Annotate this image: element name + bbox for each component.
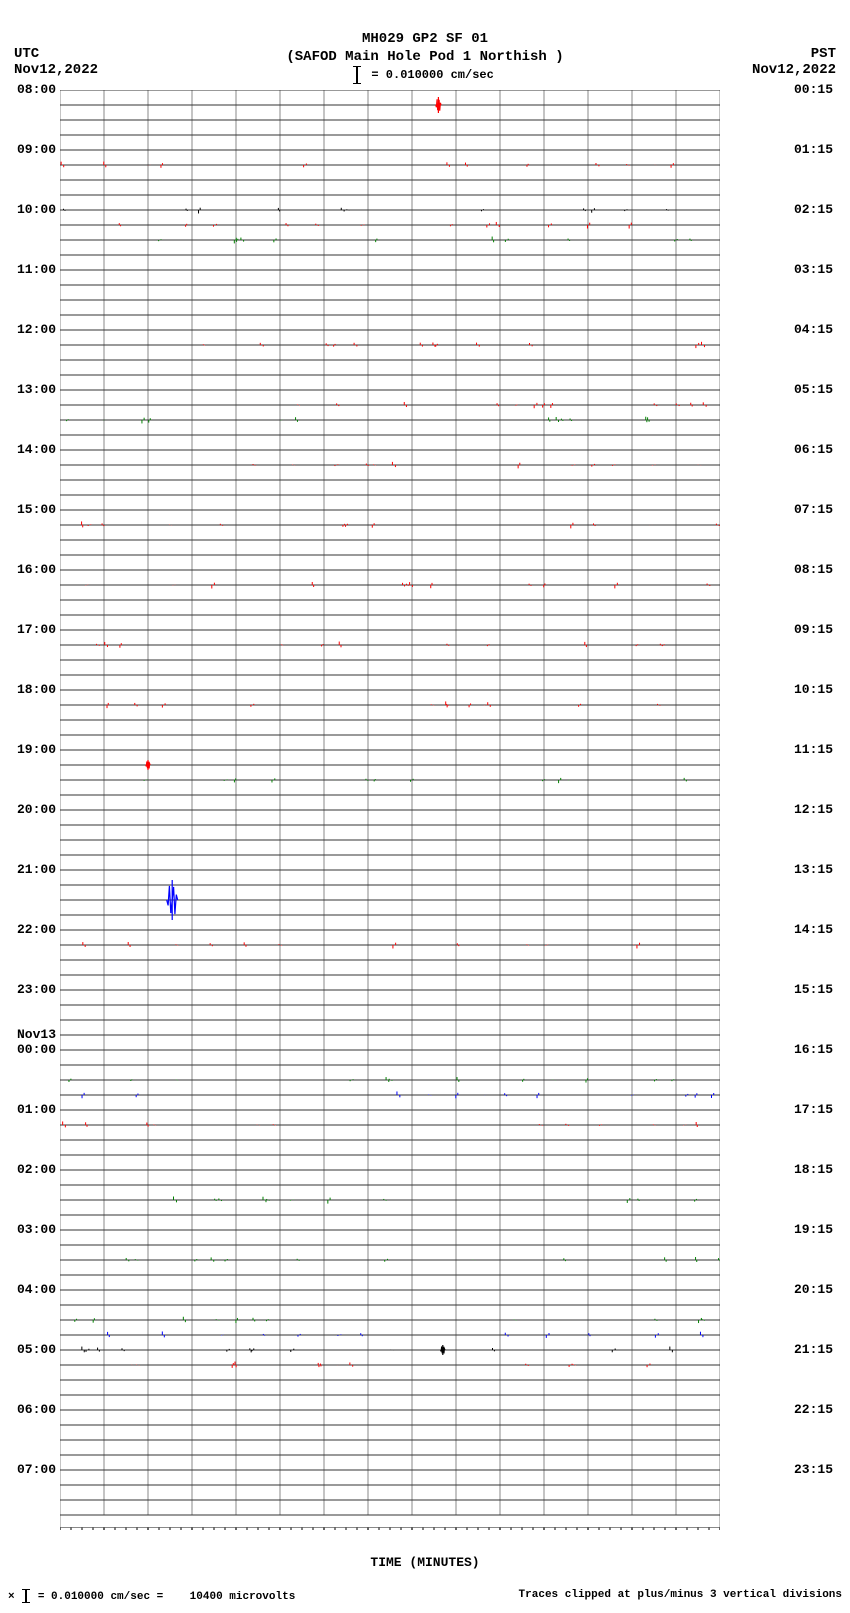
right-hour-label: 21:15 [794,1343,850,1357]
right-hour-label: 11:15 [794,743,850,757]
left-hour-label: 09:00 [0,143,56,157]
left-time-axis: 08:0009:0010:0011:0012:0013:0014:0015:00… [0,90,56,1530]
right-hour-label: 04:15 [794,323,850,337]
left-hour-label: 19:00 [0,743,56,757]
left-hour-label: 00:00 [0,1043,56,1057]
left-hour-label: 17:00 [0,623,56,637]
left-hour-label: 06:00 [0,1403,56,1417]
right-time-axis: 00:1501:1502:1503:1504:1505:1506:1507:15… [788,90,850,1530]
vertical-scale-indicator: = 0.010000 cm/sec [0,66,850,84]
left-hour-label: 11:00 [0,263,56,277]
seismogram-svg: 0123456789101112131415 [60,90,720,1530]
right-hour-label: 23:15 [794,1463,850,1477]
right-hour-label: 07:15 [794,503,850,517]
footer: × = 0.010000 cm/sec = 10400 microvolts T… [8,1589,842,1603]
left-hour-label: 04:00 [0,1283,56,1297]
right-hour-label: 13:15 [794,863,850,877]
right-hour-label: 20:15 [794,1283,850,1297]
right-hour-label: 15:15 [794,983,850,997]
right-hour-label: 00:15 [794,83,850,97]
footer-clip-note: Traces clipped at plus/minus 3 vertical … [519,1589,842,1601]
right-hour-label: 14:15 [794,923,850,937]
left-hour-label: 01:00 [0,1103,56,1117]
right-hour-label: 09:15 [794,623,850,637]
right-hour-label: 08:15 [794,563,850,577]
left-hour-label: 05:00 [0,1343,56,1357]
left-hour-label: 16:00 [0,563,56,577]
left-hour-label: 14:00 [0,443,56,457]
left-hour-label: 12:00 [0,323,56,337]
title-line-1: MH029 GP2 SF 01 [0,30,850,48]
footer-microvolts: 10400 microvolts [190,1591,296,1603]
title-line-2: (SAFOD Main Hole Pod 1 Northish ) [0,48,850,66]
right-hour-label: 01:15 [794,143,850,157]
right-hour-label: 02:15 [794,203,850,217]
right-hour-label: 17:15 [794,1103,850,1117]
left-hour-label: 18:00 [0,683,56,697]
x-axis-title: TIME (MINUTES) [0,1555,850,1570]
scale-bar-icon [356,66,358,84]
right-hour-label: 22:15 [794,1403,850,1417]
left-hour-label: Nov13 [0,1028,56,1042]
left-hour-label: 23:00 [0,983,56,997]
left-hour-label: 08:00 [0,83,56,97]
right-hour-label: 18:15 [794,1163,850,1177]
left-hour-label: 10:00 [0,203,56,217]
right-hour-label: 03:15 [794,263,850,277]
footer-scale-value: = 0.010000 cm/sec = [38,1591,163,1603]
right-hour-label: 05:15 [794,383,850,397]
right-hour-label: 16:15 [794,1043,850,1057]
footer-prefix: × [8,1591,15,1603]
left-hour-label: 22:00 [0,923,56,937]
left-hour-label: 07:00 [0,1463,56,1477]
footer-scale-bar-icon [25,1589,27,1603]
right-hour-label: 06:15 [794,443,850,457]
scale-value: = 0.010000 cm/sec [371,68,493,82]
left-hour-label: 21:00 [0,863,56,877]
left-hour-label: 03:00 [0,1223,56,1237]
left-hour-label: 02:00 [0,1163,56,1177]
left-hour-label: 13:00 [0,383,56,397]
right-hour-label: 19:15 [794,1223,850,1237]
right-hour-label: 10:15 [794,683,850,697]
left-hour-label: 20:00 [0,803,56,817]
left-hour-label: 15:00 [0,503,56,517]
plot-title: MH029 GP2 SF 01 (SAFOD Main Hole Pod 1 N… [0,30,850,66]
right-hour-label: 12:15 [794,803,850,817]
seismogram-plot: 0123456789101112131415 [60,90,720,1530]
seismogram-page: UTC Nov12,2022 PST Nov12,2022 MH029 GP2 … [0,0,850,1613]
